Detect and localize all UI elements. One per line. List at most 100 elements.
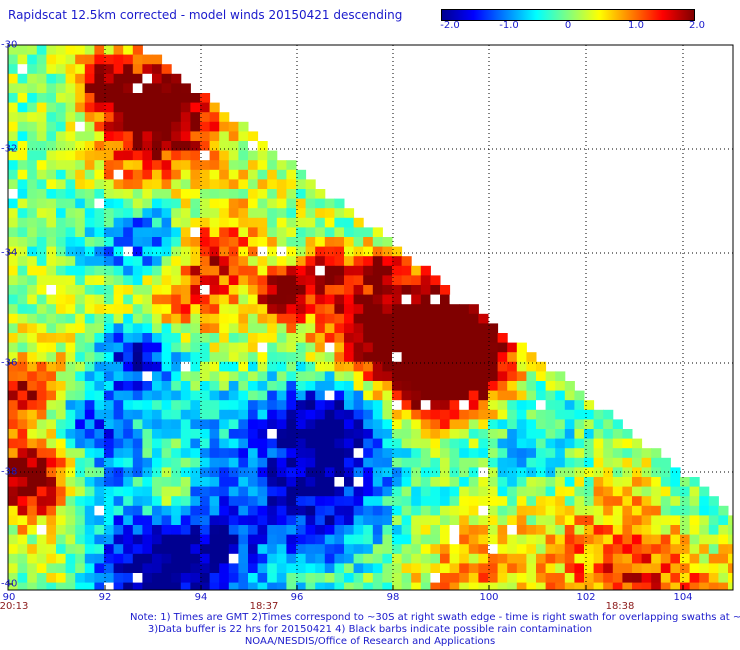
wind-cell-2536 (334, 553, 345, 564)
wind-cell-837 (36, 304, 47, 315)
wind-cell-2563 (593, 553, 604, 564)
wind-cell-2786 (545, 582, 556, 591)
wind-cell-2559 (555, 553, 566, 564)
wind-cell-1822 (555, 457, 566, 468)
wind-cell-256 (8, 160, 19, 171)
wind-cell-1567 (17, 429, 28, 440)
wind-cell-1348 (296, 390, 307, 401)
wind-cell-1181 (353, 361, 364, 372)
wind-cell-530 (17, 237, 28, 248)
wind-cell-1498 (574, 409, 585, 420)
wind-cell-174 (238, 121, 249, 132)
wind-cell-2346 (699, 525, 710, 536)
wind-cell-2173 (488, 505, 499, 516)
wind-cell-1936 (315, 477, 326, 488)
wind-cell-2797 (651, 582, 662, 591)
wind-cell-1477 (372, 409, 383, 420)
wind-cell-1184 (382, 361, 393, 372)
wind-cell-1493 (526, 409, 537, 420)
wind-cell-632 (219, 256, 230, 267)
wind-cell-2633 (536, 563, 547, 574)
wind-cell-104 (200, 93, 211, 104)
wind-cell-1511 (94, 419, 105, 430)
wind-cell-163 (132, 121, 143, 132)
wind-cell-165 (152, 121, 163, 132)
wind-cell-623 (132, 256, 143, 267)
wind-cell-938 (56, 323, 67, 334)
wind-cell-509 (190, 227, 201, 238)
wind-cell-813 (257, 294, 268, 305)
wind-cell-2322 (468, 525, 479, 536)
wind-cell-1510 (84, 419, 95, 430)
wind-cell-1821 (545, 457, 556, 468)
wind-cell-2238 (392, 515, 403, 526)
wind-cell-2417 (651, 534, 662, 545)
wind-cell-375 (257, 189, 268, 200)
wind-cell-2674 (200, 573, 211, 584)
wind-cell-2239 (401, 515, 412, 526)
wind-cell-2378 (276, 534, 287, 545)
wind-cell-1543 (401, 419, 412, 430)
wind-cell-2730 (8, 582, 19, 591)
wind-cell-79 (142, 83, 153, 94)
wind-cell-2016 (392, 486, 403, 497)
wind-cell-1133 (420, 352, 431, 363)
wind-cell-2720 (641, 573, 652, 584)
wind-cell-1549 (459, 419, 470, 430)
wind-cell-2349 (728, 525, 734, 536)
wind-cell-2429 (36, 544, 47, 555)
wind-cell-876 (411, 304, 422, 315)
wind-cell-2381 (305, 534, 316, 545)
wind-cell-1526 (238, 419, 249, 430)
wind-cell-1733 (353, 448, 364, 459)
wind-cell-2449 (228, 544, 239, 555)
wind-cell-2496 (680, 544, 691, 555)
wind-cell-2542 (392, 553, 403, 564)
wind-cell-138 (113, 112, 124, 123)
wind-cell-1764 (651, 448, 662, 459)
wind-cell-2373 (228, 534, 239, 545)
wind-cell-343 (257, 179, 268, 190)
wind-cell-1521 (190, 419, 201, 430)
wind-cell-1046 (104, 342, 115, 353)
wind-cell-152 (27, 121, 38, 132)
wind-cell-1270 (113, 381, 124, 392)
wind-cell-2515 (132, 553, 143, 564)
wind-cell-2647 (670, 563, 681, 574)
wind-cell-1570 (46, 429, 57, 440)
wind-cell-2654 (8, 573, 19, 584)
wind-cell-773 (315, 285, 326, 296)
wind-cell-1177 (315, 361, 326, 372)
wind-cell-1943 (382, 477, 393, 488)
wind-cell-1677 (449, 438, 460, 449)
wind-cell-1095 (56, 352, 67, 363)
wind-cell-2210 (123, 515, 134, 526)
time-label-middle: 18:37 (249, 601, 279, 612)
wind-cell-2015 (382, 486, 393, 497)
wind-cell-410 (276, 198, 287, 209)
wind-cell-2625 (459, 563, 470, 574)
wind-cell-887 (46, 313, 57, 324)
wind-cell-1151 (65, 361, 76, 372)
wind-cell-261 (56, 160, 67, 171)
wind-cell-283 (267, 160, 278, 171)
wind-cell-1933 (286, 477, 297, 488)
wind-cell-916 (324, 313, 335, 324)
wind-cell-2150 (267, 505, 278, 516)
wind-cell-2713 (574, 573, 585, 584)
wind-cell-2240 (411, 515, 422, 526)
wind-cell-855 (209, 304, 220, 315)
wind-cell-2199 (17, 515, 28, 526)
wind-cell-549 (200, 237, 211, 248)
wind-cell-1598 (315, 429, 326, 440)
wind-cell-1072 (353, 342, 364, 353)
wind-cell-941 (84, 323, 95, 334)
wind-cell-99 (152, 93, 163, 104)
wind-cell-1134 (430, 352, 441, 363)
wind-cell-850 (161, 304, 172, 315)
wind-cell-2439 (132, 544, 143, 555)
wind-cell-472 (190, 217, 201, 228)
wind-cell-1785 (200, 457, 211, 468)
wind-cell-655 (36, 265, 47, 276)
wind-cell-1988 (123, 486, 134, 497)
